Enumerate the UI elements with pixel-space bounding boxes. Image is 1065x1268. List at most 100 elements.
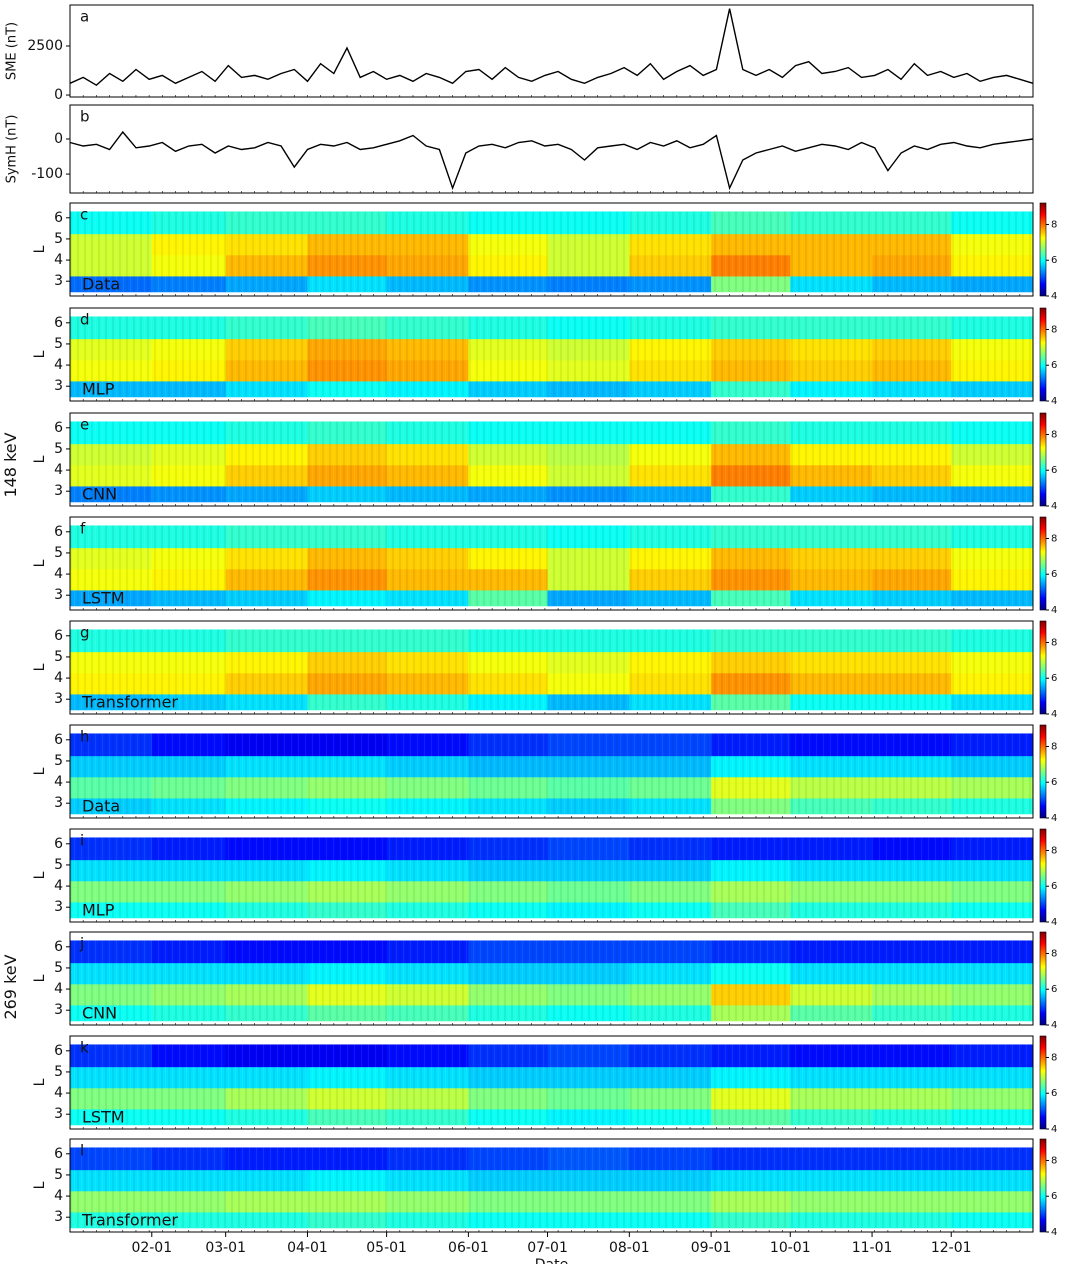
y-axis-label: L bbox=[32, 350, 48, 358]
y-tick-label: 4 bbox=[54, 981, 63, 997]
model-label: CNN bbox=[82, 1004, 117, 1023]
y-tick-label: 6 bbox=[54, 420, 63, 436]
y-tick-label: 6 bbox=[54, 836, 63, 852]
y-tick-label: 4 bbox=[54, 566, 63, 582]
y-axis-label: L bbox=[32, 455, 48, 463]
y-axis-label: L bbox=[32, 1181, 48, 1189]
panel-frame bbox=[69, 1138, 1034, 1233]
texture bbox=[70, 211, 1033, 292]
y-tick-label: 6 bbox=[54, 524, 63, 540]
y-axis-label: L bbox=[32, 663, 48, 671]
colorbar-tick-label: 4 bbox=[1051, 917, 1057, 928]
colorbar bbox=[1039, 307, 1047, 402]
colorbar-tick-label: 6 bbox=[1051, 255, 1057, 266]
panel-frame bbox=[69, 202, 1034, 297]
model-label: LSTM bbox=[82, 1108, 125, 1127]
colorbar-tick-label: 6 bbox=[1051, 777, 1057, 788]
colorbar-tick-label: 8 bbox=[1051, 948, 1057, 959]
texture bbox=[70, 1044, 1033, 1125]
texture bbox=[70, 316, 1033, 397]
colorbar bbox=[1039, 412, 1047, 507]
y-tick-label: 0 bbox=[54, 131, 63, 147]
x-tick-label: 12-01 bbox=[931, 1240, 972, 1256]
panel-letter: b bbox=[80, 108, 90, 126]
y-tick-label: 4 bbox=[54, 357, 63, 373]
panel-letter: f bbox=[80, 520, 86, 538]
colorbar-tick-label: 4 bbox=[1051, 709, 1057, 720]
y-axis-label: SymH (nT) bbox=[5, 115, 20, 184]
colorbar-tick-label: 8 bbox=[1051, 324, 1057, 335]
y-tick-label: 2500 bbox=[27, 38, 63, 54]
colorbar-tick-label: 8 bbox=[1051, 845, 1057, 856]
panel-letter: c bbox=[80, 206, 88, 224]
model-label: MLP bbox=[82, 901, 115, 920]
x-tick-label: 10-01 bbox=[770, 1240, 811, 1256]
colorbar-tick-label: 4 bbox=[1051, 1124, 1057, 1135]
panel-letter: k bbox=[80, 1039, 89, 1057]
colorbar-tick-label: 8 bbox=[1051, 533, 1057, 544]
panel-letter: j bbox=[79, 935, 84, 953]
colorbar-tick-label: 6 bbox=[1051, 569, 1057, 580]
y-axis-label: L bbox=[32, 871, 48, 879]
y-axis-label: L bbox=[32, 559, 48, 567]
panel-letter: e bbox=[80, 416, 89, 434]
y-tick-label: 5 bbox=[54, 336, 63, 352]
colorbar bbox=[1039, 202, 1047, 297]
colorbar-tick-label: 6 bbox=[1051, 984, 1057, 995]
y-axis-label: L bbox=[32, 245, 48, 253]
panel-frame bbox=[69, 620, 1034, 715]
panel: 4 6 8 MLP 3 4 5 6 Ld bbox=[32, 307, 1057, 407]
colorbar-tick-label: 4 bbox=[1051, 501, 1057, 512]
panel-frame bbox=[69, 931, 1034, 1026]
x-tick-label: 07-01 bbox=[527, 1240, 568, 1256]
panel: 4 6 8 Transformer 3 4 5 6 Ll 02-01 03-01 04-01 05-01… bbox=[32, 1138, 1057, 1268]
y-tick-label: 4 bbox=[54, 1188, 63, 1204]
panel: 4 6 8 CNN 3 4 5 6 Lj bbox=[32, 931, 1057, 1031]
model-label: Transformer bbox=[81, 1211, 178, 1230]
x-tick-label: 05-01 bbox=[366, 1240, 407, 1256]
y-tick-label: -100 bbox=[31, 166, 63, 182]
panel: 4 6 8 MLP 3 4 5 6 Li bbox=[32, 828, 1057, 928]
colorbar-tick-label: 4 bbox=[1051, 1020, 1057, 1031]
texture bbox=[70, 421, 1033, 502]
texture bbox=[70, 733, 1033, 814]
y-tick-label: 5 bbox=[54, 1167, 63, 1183]
y-tick-label: 6 bbox=[54, 732, 63, 748]
colorbar-tick-label: 4 bbox=[1051, 605, 1057, 616]
y-tick-label: 0 bbox=[54, 87, 63, 103]
panel-frame bbox=[69, 4, 1034, 98]
y-tick-label: 6 bbox=[54, 939, 63, 955]
panel-frame bbox=[69, 516, 1034, 611]
y-tick-label: 4 bbox=[54, 878, 63, 894]
colorbar-tick-label: 6 bbox=[1051, 673, 1057, 684]
y-tick-label: 5 bbox=[54, 441, 63, 457]
y-tick-label: 5 bbox=[54, 857, 63, 873]
y-tick-label: 5 bbox=[54, 1064, 63, 1080]
y-tick-label: 5 bbox=[54, 960, 63, 976]
y-axis-label: L bbox=[32, 974, 48, 982]
model-label: LSTM bbox=[82, 589, 125, 608]
colorbar bbox=[1039, 516, 1047, 611]
colorbar-tick-label: 4 bbox=[1051, 396, 1057, 407]
x-tick-label: 02-01 bbox=[131, 1240, 172, 1256]
colorbar-tick-label: 6 bbox=[1051, 360, 1057, 371]
colorbar bbox=[1039, 1138, 1047, 1233]
x-tick-label: 06-01 bbox=[448, 1240, 489, 1256]
panel: 4 6 8 Data 269 keV 3 4 5 6 Lh bbox=[1, 724, 1057, 1020]
line-series bbox=[69, 130, 1034, 191]
y-axis-label: SME (nT) bbox=[5, 22, 20, 80]
y-axis-label: L bbox=[32, 767, 48, 775]
model-label: MLP bbox=[82, 380, 115, 399]
panel: 0 2500 SME (nT) a bbox=[5, 4, 1034, 103]
panel: 4 6 8 Data 148 keV 3 4 5 6 Lc bbox=[1, 202, 1057, 498]
y-tick-label: 5 bbox=[54, 753, 63, 769]
colorbar-tick-label: 6 bbox=[1051, 465, 1057, 476]
y-tick-label: 3 bbox=[54, 1002, 63, 1018]
x-tick-label: 08-01 bbox=[609, 1240, 650, 1256]
colorbar bbox=[1039, 1035, 1047, 1130]
x-tick-label: 03-01 bbox=[205, 1240, 246, 1256]
y-tick-label: 5 bbox=[54, 231, 63, 247]
y-tick-label: 6 bbox=[54, 628, 63, 644]
